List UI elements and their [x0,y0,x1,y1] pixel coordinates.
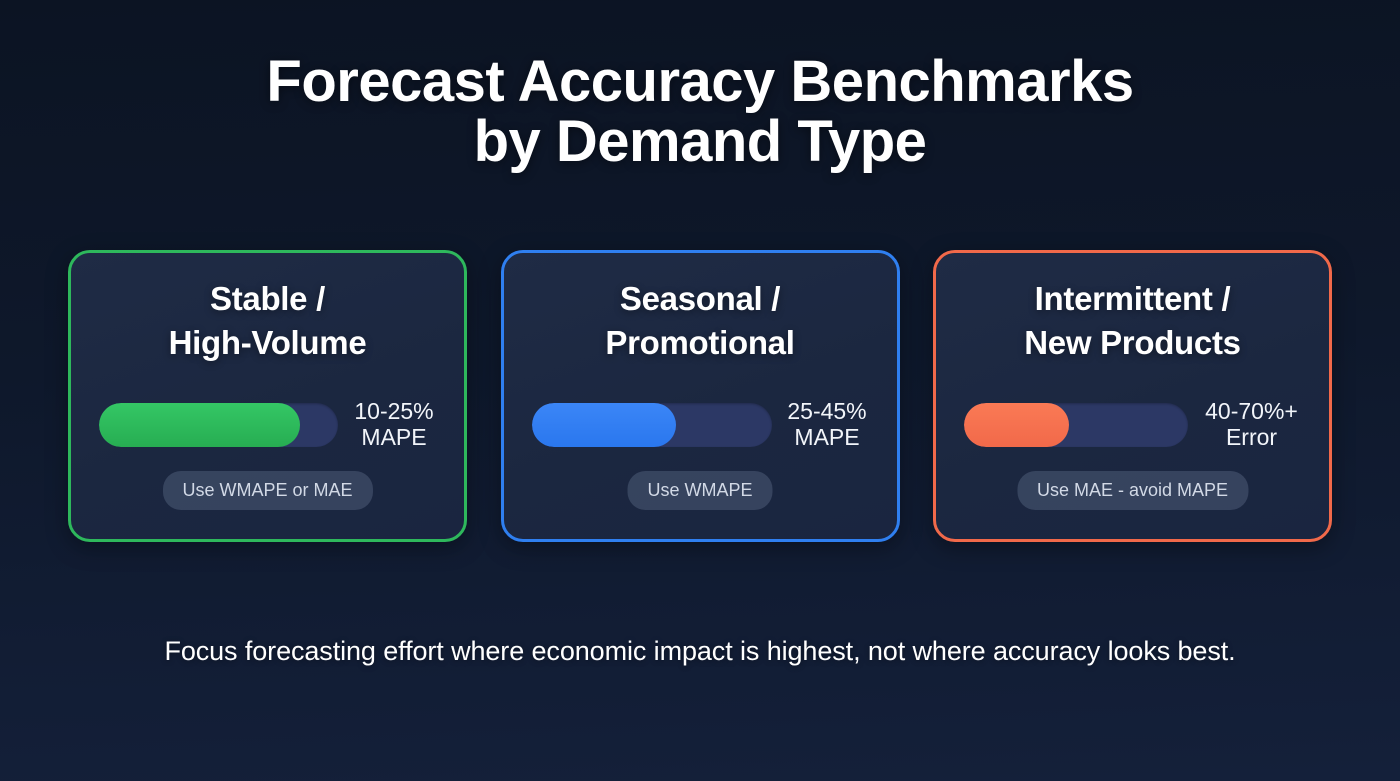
card-title-line-2: High-Volume [168,323,367,361]
accuracy-bar-track [964,402,1188,447]
card-title: Intermittent / New Products [1024,277,1241,364]
card-stable-high-volume[interactable]: Stable / High-Volume 10-25% MAPE Use WMA… [68,250,467,542]
accuracy-value-metric: MAPE [794,423,860,450]
accuracy-bar-track [99,402,338,447]
accuracy-bar-value: 25-45% MAPE [786,398,869,451]
benchmark-cards-row: Stable / High-Volume 10-25% MAPE Use WMA… [68,250,1332,542]
accuracy-bar-fill [99,402,300,447]
footer-takeaway: Focus forecasting effort where economic … [164,636,1236,666]
recommendation-badge: Use WMAPE [627,471,773,510]
title-line-1: Forecast Accuracy Benchmarks [266,49,1134,114]
card-seasonal-promotional[interactable]: Seasonal / Promotional 25-45% MAPE Use W… [500,250,900,542]
card-title-line-1: Stable / [210,280,325,317]
recommendation-badge: Use MAE - avoid MAPE [1016,471,1249,510]
accuracy-value-metric: MAPE [361,423,427,450]
accuracy-value-metric: Error [1225,423,1278,450]
card-title-line-1: Intermittent / [1034,280,1231,317]
card-title-line-1: Seasonal / [619,280,781,317]
accuracy-bar-track [531,402,772,447]
accuracy-bar-row: 10-25% MAPE [71,398,464,451]
card-intermittent-new-products[interactable]: Intermittent / New Products 40-70%+ Erro… [933,250,1332,542]
accuracy-bar-fill [531,402,676,447]
page-title: Forecast Accuracy Benchmarks by Demand T… [266,49,1134,175]
card-title-line-2: Promotional [605,323,795,361]
card-title-line-2: New Products [1024,323,1241,361]
title-line-2: by Demand Type [473,109,927,175]
accuracy-bar-value: 40-70%+ Error [1202,398,1301,451]
accuracy-bar-row: 40-70%+ Error [936,398,1329,451]
recommendation-badge: Use WMAPE or MAE [162,471,373,510]
card-title: Seasonal / Promotional [605,277,795,364]
accuracy-value-range: 10-25% [354,398,434,424]
accuracy-bar-fill [964,402,1070,447]
accuracy-value-range: 40-70%+ [1205,398,1298,424]
accuracy-bar-row: 25-45% MAPE [504,398,897,451]
accuracy-value-range: 25-45% [787,398,867,424]
accuracy-bar-value: 10-25% MAPE [352,398,436,451]
card-title: Stable / High-Volume [169,277,367,364]
